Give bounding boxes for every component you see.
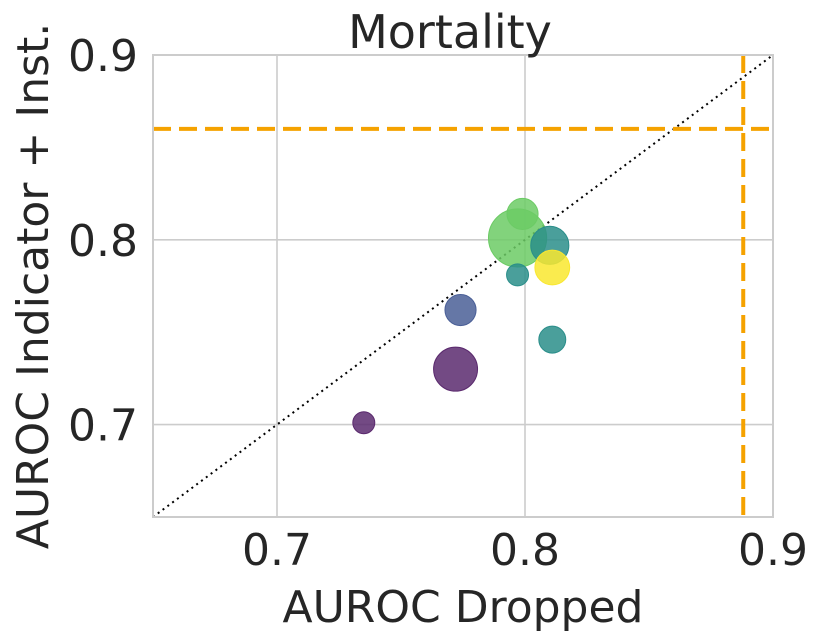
y-axis-label: AUROC Indicator + Inst. [8, 23, 59, 550]
scatter-point [444, 293, 477, 327]
scatter-point [538, 325, 567, 354]
x-tick-label: 0.7 [242, 525, 312, 576]
scatter-point [534, 249, 571, 286]
y-tick-labels: 0.7 0.8 0.9 [68, 31, 138, 452]
scatter-point [506, 197, 539, 230]
chart-title: Mortality [348, 5, 552, 59]
x-tick-label: 0.8 [490, 525, 560, 576]
scatter-point [506, 263, 530, 287]
x-axis-label: AUROC Dropped [282, 582, 643, 633]
scatter-point [352, 411, 376, 435]
scatter-point [433, 346, 479, 392]
points-layer [352, 197, 571, 435]
x-tick-label: 0.9 [738, 525, 808, 576]
y-tick-label: 0.9 [68, 31, 138, 82]
x-tick-labels: 0.7 0.8 0.9 [242, 525, 808, 576]
y-tick-label: 0.7 [68, 401, 138, 452]
plot-area [153, 55, 773, 517]
y-tick-label: 0.8 [68, 216, 138, 267]
plot-frame [152, 54, 774, 518]
